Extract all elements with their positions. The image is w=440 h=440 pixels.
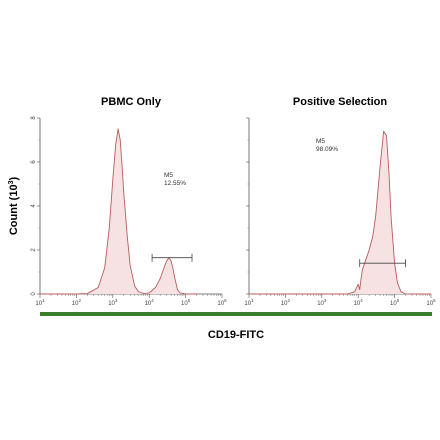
y-axis-title-main: Count (10 xyxy=(8,184,20,235)
histogram-fill xyxy=(40,129,197,294)
x-tick-label: 105 xyxy=(181,298,191,307)
x-tick-exponent: 3 xyxy=(115,298,118,303)
x-axis-group-bar xyxy=(40,312,432,316)
x-tick-base: 10 xyxy=(181,301,188,307)
y-tick-label: 6 xyxy=(31,160,37,164)
x-tick-label: 101 xyxy=(244,298,254,307)
x-tick-base: 10 xyxy=(317,301,324,307)
x-tick-exponent: 1 xyxy=(42,298,45,303)
x-tick-label: 103 xyxy=(108,298,118,307)
x-tick-base: 10 xyxy=(281,301,288,307)
gate-percent-label: 12.55% xyxy=(164,180,186,187)
histogram-line xyxy=(249,130,431,295)
x-tick-label: 103 xyxy=(317,298,327,307)
x-tick-base: 10 xyxy=(426,301,433,307)
y-axis-title-close: ) xyxy=(8,177,20,181)
x-tick-exponent: 6 xyxy=(433,298,436,303)
histogram-fill xyxy=(249,131,431,294)
y-axis-title-exponent: 3 xyxy=(8,180,15,184)
x-tick-base: 10 xyxy=(217,301,224,307)
y-tick-label: 8 xyxy=(31,116,37,120)
gate-name-label: M5 xyxy=(316,138,325,145)
panel-title: PBMC Only xyxy=(101,96,162,108)
x-tick-base: 10 xyxy=(108,301,115,307)
panel-title: Positive Selection xyxy=(293,96,387,108)
x-tick-label: 102 xyxy=(281,298,291,307)
x-tick-base: 10 xyxy=(35,301,42,307)
x-tick-base: 10 xyxy=(72,301,79,307)
x-tick-exponent: 1 xyxy=(251,298,254,303)
x-tick-exponent: 4 xyxy=(151,298,154,303)
x-tick-exponent: 3 xyxy=(324,298,327,303)
x-tick-label: 106 xyxy=(217,298,227,307)
x-tick-exponent: 2 xyxy=(287,298,290,303)
x-tick-base: 10 xyxy=(145,301,152,307)
x-tick-base: 10 xyxy=(244,301,251,307)
x-tick-label: 106 xyxy=(426,298,436,307)
x-tick-label: 104 xyxy=(354,298,364,307)
x-tick-label: 101 xyxy=(35,298,45,307)
x-tick-label: 104 xyxy=(145,298,155,307)
x-tick-base: 10 xyxy=(354,301,361,307)
histogram-panel-2: Positive Selection101102103104105106M598… xyxy=(244,96,436,307)
x-tick-label: 102 xyxy=(72,298,82,307)
x-tick-exponent: 4 xyxy=(360,298,363,303)
x-tick-exponent: 6 xyxy=(224,298,227,303)
x-tick-exponent: 2 xyxy=(78,298,81,303)
x-tick-label: 105 xyxy=(390,298,400,307)
x-axis-title: CD19-FITC xyxy=(208,329,264,341)
histogram-line xyxy=(40,128,197,295)
y-tick-label: 2 xyxy=(31,248,37,252)
x-tick-exponent: 5 xyxy=(188,298,191,303)
y-axis-title: Count (103) xyxy=(8,177,20,236)
gate-percent-label: 98.09% xyxy=(316,146,338,153)
x-tick-base: 10 xyxy=(390,301,397,307)
x-tick-exponent: 5 xyxy=(397,298,400,303)
y-tick-label: 0 xyxy=(31,292,37,296)
y-tick-label: 4 xyxy=(31,204,37,208)
gate-name-label: M5 xyxy=(164,172,173,179)
